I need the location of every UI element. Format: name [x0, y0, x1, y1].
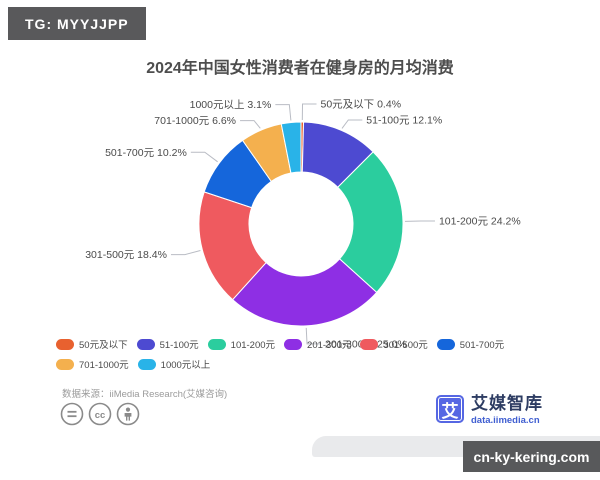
legend-item-101-200元[interactable]: 101-200元 — [207, 337, 276, 351]
legend-swatch — [360, 338, 379, 350]
legend-label: 50元及以下 — [79, 340, 128, 351]
legend-swatch — [436, 338, 455, 350]
donut-slice-201-300元[interactable] — [231, 258, 378, 327]
iimedia-logo-textblock: 艾媒智库 data.iimedia.cn — [471, 395, 543, 426]
legend-item-1000元以上[interactable]: 1000元以上 — [137, 357, 211, 371]
legend-item-301-500元[interactable]: 301-500元 — [360, 337, 428, 351]
legend-label: 201-300元 — [307, 340, 352, 351]
legend-label: 1000元以上 — [160, 360, 211, 371]
legend-item-201-300元[interactable]: 201-300元 — [284, 337, 351, 351]
slice-label: 51-100元 12.1% — [366, 115, 442, 127]
slice-label: 50元及以下 0.4% — [321, 99, 402, 111]
donut-slice-101-200元[interactable] — [337, 151, 404, 294]
telegram-watermark-badge: TG: MYYJJPP — [8, 7, 146, 40]
svg-text:cc: cc — [95, 410, 106, 421]
legend-swatch — [137, 358, 156, 370]
label-leader-line — [190, 151, 218, 163]
legend-swatch — [56, 358, 74, 370]
legend-item-50元及以下[interactable]: 50元及以下 — [56, 337, 128, 351]
telegram-watermark-text: TG: MYYJJPP — [25, 15, 129, 32]
legend-swatch — [207, 338, 226, 350]
legend-swatch — [56, 338, 74, 350]
label-leader-line — [341, 119, 363, 129]
slice-label: 501-700元 10.2% — [105, 147, 187, 159]
legend-item-701-1000元[interactable]: 701-1000元 — [56, 357, 129, 371]
label-leader-line — [301, 103, 317, 121]
slice-label: 101-200元 24.2% — [439, 215, 521, 227]
iimedia-logo: 艾 艾媒智库 data.iimedia.cn — [436, 395, 543, 426]
chart-legend: 50元及以下 51-100元 101-200元 201-300元 301-500元 501… — [56, 337, 584, 371]
chart-title: 2024年中国女性消费者在健身房的月均消费 — [146, 60, 454, 77]
label-leader-line — [305, 327, 322, 345]
iimedia-logo-name: 艾媒智库 — [471, 394, 543, 413]
legend-swatch — [136, 338, 155, 350]
legend-swatch — [284, 338, 303, 350]
legend-label: 101-200元 — [230, 340, 276, 351]
donut-slice-1000元以上[interactable] — [280, 121, 302, 174]
legend-label: 301-500元 — [383, 340, 428, 351]
license-icons: cc — [60, 402, 140, 426]
legend-label: 501-700元 — [459, 340, 505, 351]
slice-label: 701-1000元 6.6% — [154, 115, 236, 127]
legend-label: 701-1000元 — [79, 360, 129, 371]
iimedia-logo-domain: data.iimedia.cn — [471, 414, 540, 426]
equals-icon — [60, 402, 84, 426]
cc-icon: cc — [88, 402, 112, 426]
legend-item-51-100元[interactable]: 51-100元 — [136, 337, 199, 351]
data-source-note: 数据来源：iiMedia Research(艾媒咨询) — [62, 389, 228, 400]
legend-item-501-700元[interactable]: 501-700元 — [436, 337, 505, 351]
donut-chart: 50元及以下 0.4% 51-100元 12.1% 101-200元 24.2% 20… — [85, 99, 521, 351]
person-icon — [116, 402, 140, 426]
slice-label: 301-500元 18.4% — [85, 249, 167, 261]
site-watermark-text: cn-ky-kering.com — [473, 448, 590, 465]
site-watermark-badge: cn-ky-kering.com — [463, 441, 600, 472]
label-leader-line — [240, 120, 261, 129]
legend-label: 51-100元 — [159, 340, 199, 351]
label-leader-line — [275, 104, 292, 121]
iimedia-logo-glyph: 艾 — [441, 401, 459, 421]
slice-label: 1000元以上 3.1% — [190, 99, 272, 111]
label-leader-line — [170, 250, 201, 256]
iimedia-logo-icon: 艾 — [436, 395, 464, 423]
